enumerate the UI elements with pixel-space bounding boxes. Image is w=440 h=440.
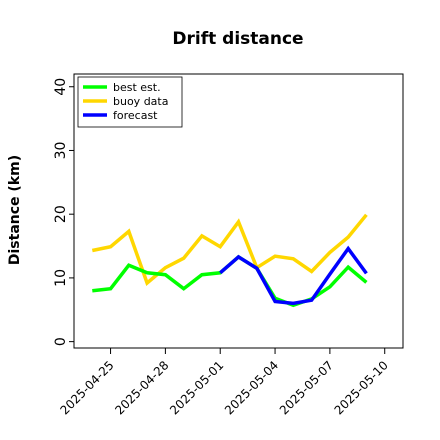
y-tick-label: 30 (53, 142, 69, 160)
y-tick-label: 0 (53, 337, 69, 346)
legend-label-buoy-data: buoy data (113, 95, 168, 108)
x-tick-label: 2025-05-01 (167, 358, 226, 417)
x-tick-label: 2025-05-07 (277, 358, 336, 417)
series-layer (91, 213, 368, 308)
y-axis-ticks: 0 10 20 30 40 (53, 78, 74, 346)
x-tick-label: 2025-04-28 (112, 358, 171, 417)
series-line-forecast (219, 245, 368, 306)
legend-label-best-est: best est. (113, 81, 161, 94)
x-tick-label: 2025-05-04 (222, 358, 281, 417)
legend-label-forecast: forecast (113, 109, 158, 122)
y-tick-label: 20 (53, 205, 69, 223)
y-axis-label: Distance (km) (7, 155, 23, 265)
x-tick-label: 2025-05-10 (332, 358, 391, 417)
chart-title: Drift distance (172, 29, 303, 49)
y-tick-label: 10 (53, 269, 69, 287)
x-axis-ticks: 2025-04-252025-04-282025-05-012025-05-04… (57, 348, 391, 417)
y-tick-label: 40 (53, 78, 69, 96)
plot-frame (73, 73, 404, 349)
x-tick-label: 2025-04-25 (57, 358, 116, 417)
series-line-buoy-data (91, 213, 368, 286)
